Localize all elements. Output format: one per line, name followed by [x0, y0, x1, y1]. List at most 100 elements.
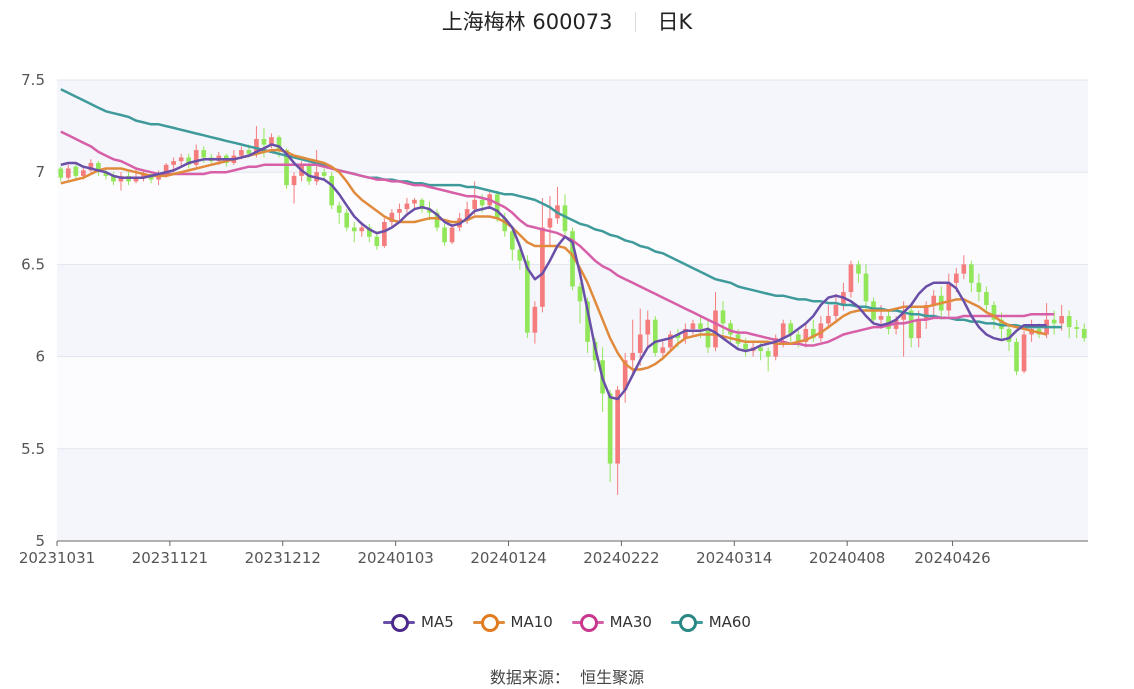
candle: [547, 196, 553, 246]
candle-body: [1074, 327, 1080, 329]
candle-body: [427, 209, 432, 213]
legend-ma30-marker: [571, 612, 604, 632]
candle: [397, 203, 402, 221]
y-tick-label: 6.5: [21, 255, 45, 273]
candle-body: [351, 227, 357, 232]
source-value: 恒生聚源: [580, 668, 645, 687]
x-tick-label: 20240222: [583, 549, 659, 567]
candle-body: [306, 164, 312, 182]
candle-body: [826, 316, 831, 324]
candle: [321, 168, 327, 180]
candle-body: [720, 310, 726, 324]
ma-line-ma30: [60, 130, 1055, 347]
candle-body: [397, 209, 402, 213]
candle: [931, 290, 937, 317]
y-tick-label: 5: [35, 532, 45, 550]
candle-body: [186, 157, 192, 165]
candle: [336, 201, 342, 224]
candle: [382, 218, 387, 248]
candle-body: [269, 137, 274, 145]
candle-body: [803, 328, 809, 342]
candle-body: [261, 139, 267, 145]
legend-item-ma5[interactable]: MA5: [383, 612, 454, 632]
candle-body: [389, 212, 395, 222]
candle: [344, 209, 350, 232]
y-tick-label: 6: [35, 348, 45, 366]
legend-ma30-label: MA30: [609, 613, 652, 631]
candle: [645, 310, 651, 348]
candle: [103, 168, 109, 180]
candle: [856, 260, 861, 283]
candle-body: [532, 306, 538, 333]
candle-body: [517, 249, 523, 261]
ma-line-ma5: [60, 143, 1047, 401]
candle-body: [690, 323, 696, 329]
candle-body: [984, 292, 989, 305]
candle-body: [88, 162, 94, 171]
candle: [1051, 310, 1057, 335]
plot-band: [57, 80, 1088, 173]
candle: [351, 221, 357, 243]
candle-body: [765, 351, 771, 357]
candle-body: [65, 168, 71, 178]
candle: [720, 301, 726, 335]
candle: [908, 304, 914, 348]
candle-body: [863, 273, 869, 302]
candle: [667, 330, 673, 352]
y-tick-label: 7: [35, 163, 45, 181]
candle: [389, 209, 395, 228]
x-tick-label: 20240314: [696, 549, 772, 567]
data-source: 数据来源： 恒生聚源: [0, 664, 1134, 688]
candle: [765, 347, 771, 372]
candle-body: [570, 231, 575, 287]
legend-item-ma30[interactable]: MA30: [571, 612, 652, 632]
x-tick-label: 20240408: [809, 549, 885, 567]
candle-body: [953, 273, 959, 283]
candle-body: [193, 150, 199, 165]
candle: [366, 223, 372, 243]
candle: [96, 161, 101, 176]
candle-body: [728, 323, 733, 335]
legend: MA5 MA10 MA30 MA60: [0, 612, 1134, 636]
candle-body: [178, 157, 184, 162]
candle-body: [577, 286, 583, 302]
candle-body: [464, 209, 470, 219]
candle-body: [525, 260, 530, 333]
candle-body: [946, 282, 952, 311]
legend-item-ma10[interactable]: MA10: [472, 612, 553, 632]
candle-body: [344, 212, 350, 228]
candle: [863, 264, 869, 311]
candle: [969, 260, 974, 293]
candle-body: [705, 328, 711, 348]
candle: [826, 304, 831, 329]
candle-body: [239, 150, 244, 156]
candle-body: [73, 166, 79, 176]
candle-body: [246, 150, 252, 154]
legend-item-ma60[interactable]: MA60: [670, 612, 751, 632]
candle: [984, 286, 989, 311]
candle-body: [848, 264, 854, 293]
candle: [810, 319, 816, 342]
candle-body: [991, 304, 997, 320]
candle-body: [58, 168, 64, 178]
candle: [540, 198, 545, 313]
candle-body: [961, 264, 967, 274]
candle: [306, 162, 312, 186]
candle: [901, 301, 906, 357]
candle-body: [713, 310, 718, 348]
x-axis: 20231031 20231121 20231212 20240103 20240124…: [19, 540, 1088, 567]
candle-body: [1066, 316, 1072, 328]
stock-name: 上海梅林 600073: [441, 10, 613, 34]
candle-body: [976, 282, 982, 293]
x-tick-label: 20231212: [245, 549, 321, 567]
candle-body: [276, 137, 282, 151]
candle-body: [472, 199, 478, 210]
candle: [788, 319, 794, 342]
candle: [705, 319, 711, 353]
candle: [848, 260, 854, 298]
candle-body: [758, 347, 763, 352]
candle-body: [878, 316, 884, 320]
candle-body: [1059, 316, 1064, 324]
legend-ma10-label: MA10: [510, 613, 553, 631]
candle-body: [81, 170, 86, 176]
